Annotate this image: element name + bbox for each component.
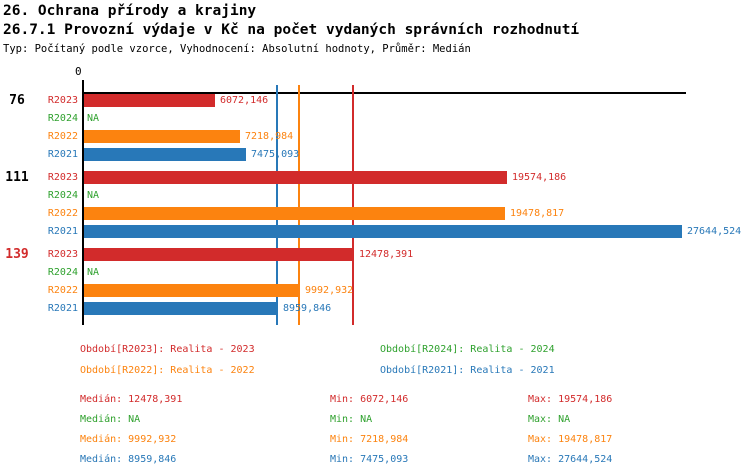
series-row-label-r2022: R2022 (47, 285, 78, 296)
series-row-label-r2024: R2024 (47, 190, 78, 201)
legend-item-r2022: Období[R2022]: Realita - 2022 (80, 365, 255, 376)
page-title: 26. Ochrana přírody a krajiny (3, 3, 257, 19)
bar-value-label: 27644,524 (687, 226, 742, 237)
median-line-r2021 (276, 85, 278, 325)
series-row-label-r2023: R2023 (47, 95, 78, 106)
x-axis-zero-label: 0 (75, 65, 82, 78)
bar-value-na-label: NA (87, 267, 100, 278)
series-row-label-r2023: R2023 (47, 172, 78, 183)
stat-min-r2021: Min: 7475,093 (330, 454, 409, 465)
x-axis-line (82, 92, 686, 94)
y-axis-line (82, 80, 84, 325)
bar-value-label: 19478,817 (510, 208, 565, 219)
bar-value-label: 9992,932 (305, 285, 354, 296)
legend-item-r2023: Období[R2023]: Realita - 2023 (80, 344, 255, 355)
bar-r2021-group-111 (84, 225, 682, 238)
stat-max-r2021: Max: 27644,524 (528, 454, 613, 465)
bar-r2021-group-76 (84, 148, 246, 161)
bar-value-label: 19574,186 (512, 172, 567, 183)
bar-value-label: 12478,391 (359, 249, 414, 260)
stat-median-r2022: Medián: 9992,932 (80, 434, 177, 445)
series-row-label-r2021: R2021 (47, 303, 78, 314)
series-row-label-r2021: R2021 (47, 226, 78, 237)
group-label-139: 139 (5, 247, 29, 262)
group-label-111: 111 (5, 170, 29, 185)
bar-r2022-group-139 (84, 284, 300, 297)
series-row-label-r2024: R2024 (47, 267, 78, 278)
bar-value-na-label: NA (87, 190, 100, 201)
bar-value-label: 7218,984 (245, 131, 294, 142)
stat-median-r2023: Medián: 12478,391 (80, 394, 183, 405)
median-line-r2023 (352, 85, 354, 325)
stat-max-r2022: Max: 19478,817 (528, 434, 613, 445)
series-row-label-r2024: R2024 (47, 113, 78, 124)
bar-r2021-group-139 (84, 302, 278, 315)
stat-max-r2024: Max: NA (528, 414, 571, 425)
bar-r2022-group-76 (84, 130, 240, 143)
median-line-r2022 (298, 85, 300, 325)
stat-min-r2023: Min: 6072,146 (330, 394, 409, 405)
series-row-label-r2021: R2021 (47, 149, 78, 160)
series-row-label-r2022: R2022 (47, 208, 78, 219)
chart-meta-info: Typ: Počítaný podle vzorce, Vyhodnocení:… (3, 43, 471, 55)
bar-value-label: 7475,093 (251, 149, 300, 160)
chart-subtitle: 26.7.1 Provozní výdaje v Kč na počet vyd… (3, 22, 580, 38)
series-row-label-r2022: R2022 (47, 131, 78, 142)
stat-min-r2024: Min: NA (330, 414, 373, 425)
bar-value-na-label: NA (87, 113, 100, 124)
series-row-label-r2023: R2023 (47, 249, 78, 260)
stat-median-r2021: Medián: 8959,846 (80, 454, 177, 465)
bar-value-label: 8959,846 (283, 303, 332, 314)
bar-value-label: 6072,146 (220, 95, 269, 106)
legend-item-r2021: Období[R2021]: Realita - 2021 (380, 365, 555, 376)
bar-r2023-group-139 (84, 248, 354, 261)
bar-r2023-group-76 (84, 94, 215, 107)
stat-median-r2024: Medián: NA (80, 414, 141, 425)
legend-item-r2024: Období[R2024]: Realita - 2024 (380, 344, 555, 355)
stat-min-r2022: Min: 7218,984 (330, 434, 409, 445)
group-label-76: 76 (9, 93, 25, 108)
bar-r2023-group-111 (84, 171, 507, 184)
bar-r2022-group-111 (84, 207, 505, 220)
stat-max-r2023: Max: 19574,186 (528, 394, 613, 405)
